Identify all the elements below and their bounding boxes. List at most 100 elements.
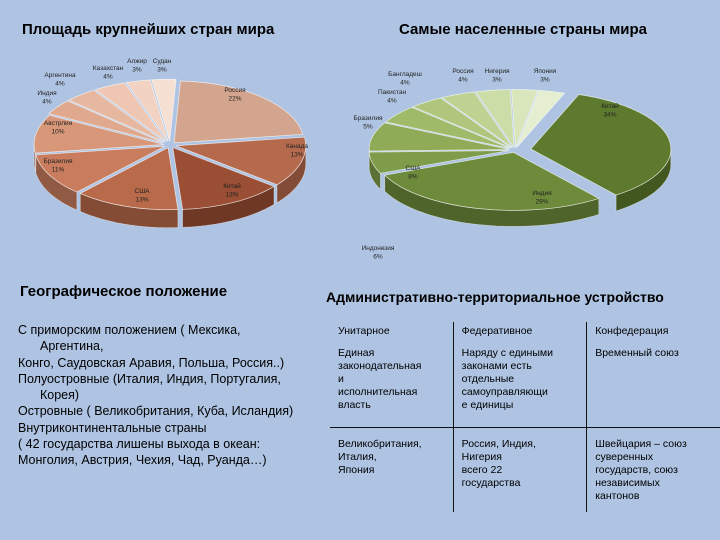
- slice-value-label: 13%: [135, 197, 148, 204]
- slice-name-label: Нигерия: [485, 68, 510, 75]
- cell-line: Временный союз: [595, 347, 679, 359]
- slice-name-label: Китай: [223, 182, 241, 190]
- pie-slice: [125, 79, 169, 142]
- cell-line: и: [338, 373, 344, 385]
- slice-name-label: Индонезия: [362, 245, 395, 252]
- confed-cell: Конфедерация Временный союз: [586, 322, 720, 428]
- slice-value-label: 10%: [51, 129, 64, 136]
- slice-name-label: Бангладеш: [388, 71, 422, 78]
- pie-slice: [48, 100, 164, 144]
- pie-slice: [33, 114, 165, 154]
- confed-title: Конфедерация: [595, 325, 669, 337]
- slice-name-label: Россия: [224, 87, 246, 94]
- slice-value-label: 4%: [55, 81, 65, 88]
- slice-value-label: 34%: [603, 112, 616, 119]
- confed-examples: Швейцария – союз суверенных государств, со…: [595, 438, 714, 503]
- federal-examples: Россия, Индия, Нигерия всего 22 государства: [462, 438, 581, 490]
- slice-name-label: Бразилия: [354, 115, 383, 122]
- slice-name-label: США: [135, 188, 151, 195]
- cell-line: Великобритания,: [338, 438, 422, 450]
- cell-line: законодательная: [338, 360, 422, 372]
- pie-slice: [516, 89, 566, 148]
- cell-line: Швейцария – союз: [595, 438, 687, 450]
- slice-value-label: 3%: [492, 77, 502, 84]
- confed-examples-cell: Швейцария – союз суверенных государств, со…: [586, 427, 720, 512]
- cell-line: Нигерия: [461, 451, 502, 463]
- slice-name-label: Пакистан: [378, 89, 407, 96]
- cell-line: кантонов: [595, 490, 640, 502]
- slice-value-label: 5%: [363, 124, 373, 131]
- slice-value-label: 13%: [290, 152, 303, 159]
- slice-value-label: 11%: [52, 167, 65, 174]
- slice-value-label: 4%: [400, 80, 410, 87]
- slice-name-label: Китай: [601, 102, 619, 110]
- unitary-examples-cell: Великобритания, Италия, Япония: [330, 428, 453, 513]
- slice-name-label: Алжир: [127, 58, 147, 65]
- federal-desc: Наряду с едиными законами есть отдельные са…: [462, 347, 581, 412]
- cell-line: законами есть: [461, 360, 532, 372]
- slice-value-label: 4%: [458, 77, 468, 84]
- pie-slice: [530, 94, 672, 196]
- geo-line: С приморским положением ( Мексика,: [18, 323, 241, 337]
- slice-name-label: Казахстан: [93, 65, 124, 72]
- pie-slice: [384, 152, 600, 211]
- pie-0-group: Россия 22% Канада 13% Китай 13% США 13% Бразилия…: [33, 58, 308, 228]
- pie-slice: [411, 97, 512, 149]
- pie-slice: [441, 91, 513, 148]
- federal-cell: Федеративное Наряду с едиными законами ест…: [452, 322, 587, 428]
- cell-line: исполнительная: [338, 386, 418, 398]
- geo-line: Внутриконтинентальные страны: [18, 420, 207, 435]
- cell-line: суверенных: [595, 451, 654, 463]
- slice-name-label: Россия: [452, 68, 474, 75]
- slice-value-label: 22%: [228, 96, 241, 103]
- pie-slice: [172, 146, 275, 210]
- slice-value-label: 3%: [540, 77, 550, 84]
- slice-name-label: Индия: [37, 90, 57, 97]
- confed-desc: Временный союз: [595, 347, 714, 360]
- slice-value-label: 29%: [535, 199, 548, 206]
- cell-line: отдельные: [461, 373, 515, 385]
- cell-line: всего 22: [461, 464, 503, 476]
- slice-name-label: Индия: [532, 190, 552, 197]
- slice-value-label: 3%: [157, 67, 167, 74]
- cell-line: самоуправляющи: [461, 386, 548, 398]
- pie-slice: [368, 122, 510, 152]
- geo-heading: Географическое положение: [20, 283, 228, 300]
- pie-slice: [151, 78, 177, 142]
- slice-value-label: 13%: [225, 192, 238, 199]
- population-chart-title: Самые населенные страны мира: [399, 21, 648, 38]
- slice-name-label: Судан: [153, 58, 172, 65]
- cell-line: Россия, Индия,: [461, 438, 536, 450]
- geo-line: Островные ( Великобритания, Куба, Исланд…: [18, 404, 294, 419]
- unitary-examples: Великобритания, Италия, Япония: [338, 438, 447, 477]
- pie-slice: [68, 89, 166, 143]
- unitary-desc: Единая законодательная и исполнительная влас…: [338, 347, 447, 412]
- slice-name-label: Бразилия: [44, 158, 73, 165]
- geo-position-text: С приморским положением ( Мексика, Аргент…: [18, 322, 338, 469]
- area-chart-title: Площадь крупнейших стран мира: [22, 21, 275, 38]
- slice-value-label: 4%: [42, 99, 52, 106]
- slice-name-label: Аргентина: [44, 72, 76, 79]
- admin-heading: Административно-территориальное устройст…: [326, 289, 664, 305]
- cell-line: государств, союз: [595, 464, 678, 476]
- cell-line: Единая: [338, 347, 375, 359]
- pie-slice: [511, 89, 539, 148]
- cell-line: государства: [461, 477, 521, 489]
- geo-line: Аргентина,: [40, 339, 104, 354]
- slice-value-label: 8%: [408, 174, 418, 181]
- pie-slice: [368, 150, 510, 174]
- unitary-title: Унитарное: [338, 325, 390, 337]
- cell-line: независимых: [595, 477, 660, 489]
- cell-line: Наряду с едиными: [461, 347, 553, 359]
- cell-line: Италия,: [338, 451, 377, 463]
- pie-slice: [474, 89, 515, 149]
- geo-line: ( 42 государства лишены выхода в океан:: [18, 437, 261, 452]
- slice-name-label: США: [406, 165, 422, 172]
- slice-value-label: 3%: [132, 67, 142, 74]
- unitary-cell: Унитарное Единая законодательная и исполните…: [330, 322, 454, 428]
- pie-slice: [35, 145, 165, 193]
- pie-slice: [175, 136, 307, 186]
- federal-title: Федеративное: [461, 325, 533, 337]
- slice-name-label: Япония: [534, 68, 557, 75]
